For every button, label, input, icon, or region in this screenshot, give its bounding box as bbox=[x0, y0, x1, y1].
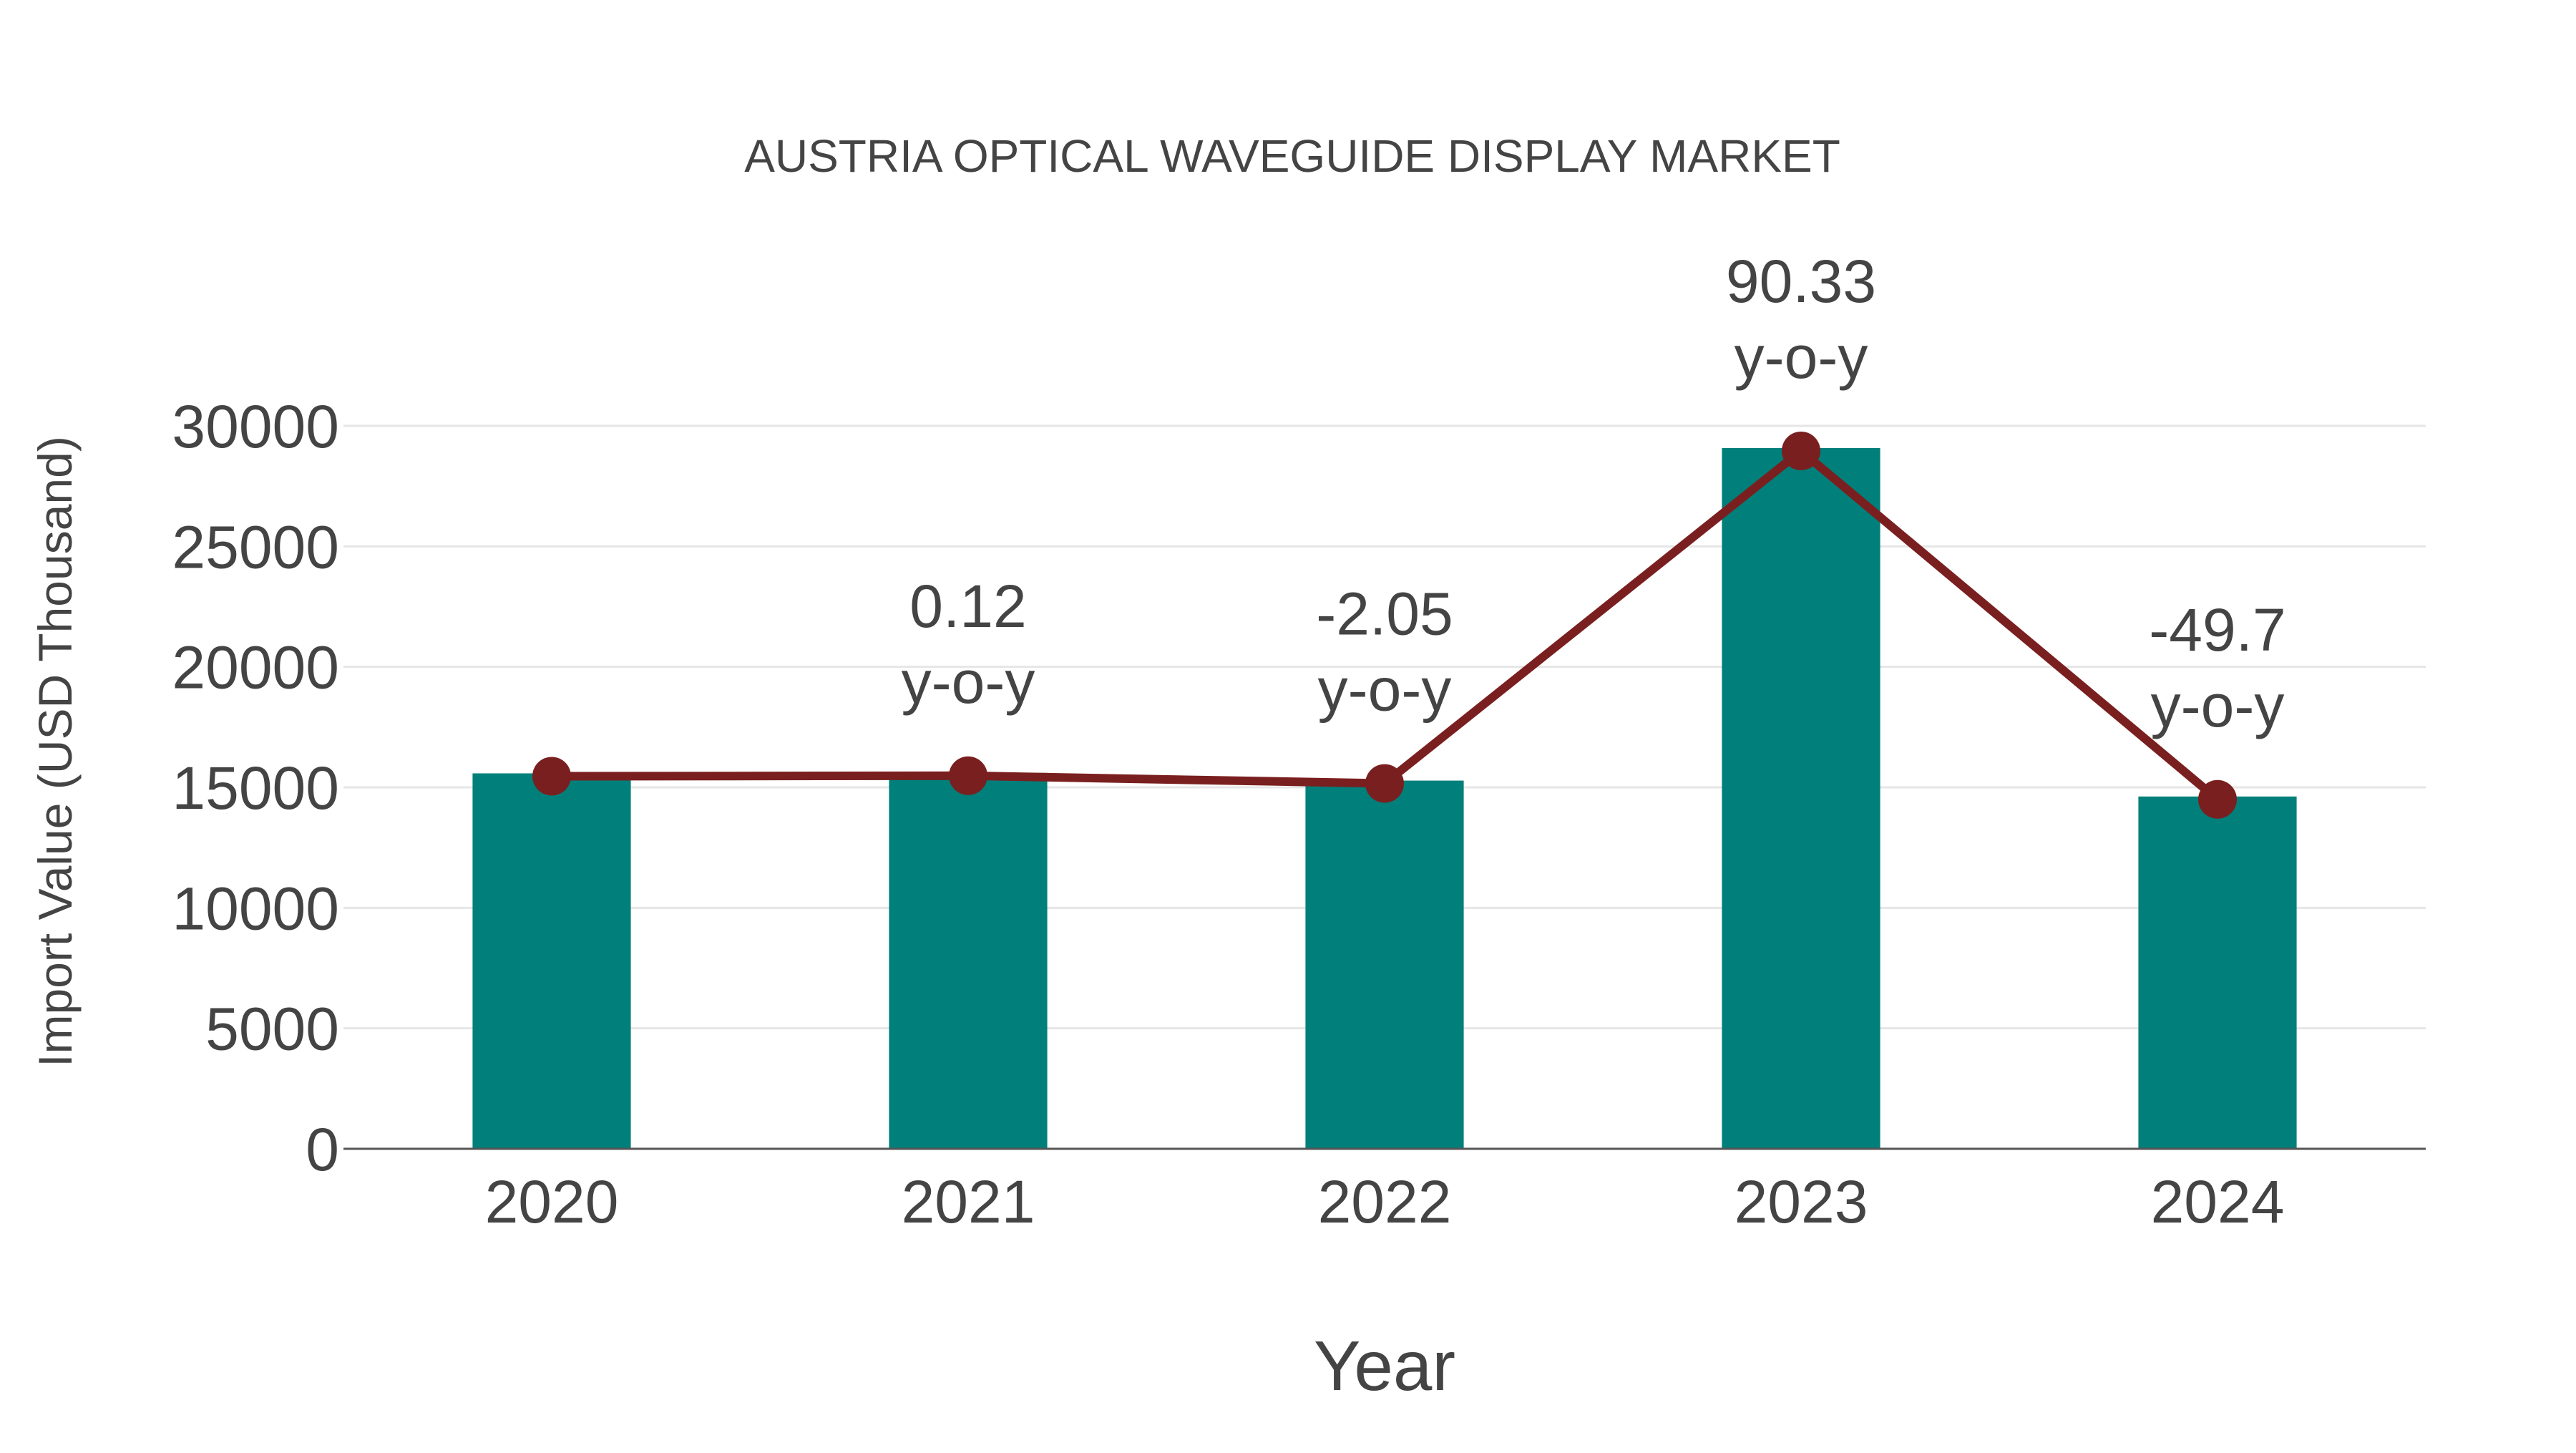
y-tick-label: 15000 bbox=[172, 754, 339, 822]
y-axis-ticks: 0 5000 10000 15000 20000 25000 30000 bbox=[172, 393, 339, 1183]
marker-2024 bbox=[2198, 779, 2237, 819]
yoy-annotation-2024: -49.7 y-o-y bbox=[2149, 596, 2285, 739]
x-tick-label: 2022 bbox=[1318, 1168, 1452, 1235]
yoy-annotations: 0.12 y-o-y -2.05 y-o-y 90.33 y-o-y -49.7 y-o-y bbox=[902, 248, 2286, 739]
y-tick-label: 25000 bbox=[172, 513, 339, 580]
yoy-annotation-2022: -2.05 y-o-y bbox=[1316, 580, 1453, 724]
x-tick-label: 2024 bbox=[2151, 1168, 2285, 1235]
chart-title: AUSTRIA OPTICAL WAVEGUIDE DISPLAY MARKET bbox=[744, 130, 1840, 182]
bar-2022 bbox=[1305, 780, 1464, 1149]
bar-2020 bbox=[472, 773, 631, 1149]
yoy-value: -2.05 bbox=[1316, 580, 1453, 648]
yoy-suffix: y-o-y bbox=[902, 648, 1035, 716]
x-tick-label: 2020 bbox=[485, 1168, 619, 1235]
bars bbox=[472, 447, 2297, 1149]
y-tick-label: 20000 bbox=[172, 634, 339, 701]
marker-2022 bbox=[1365, 764, 1404, 803]
yoy-annotation-2023: 90.33 y-o-y bbox=[1726, 248, 1876, 391]
y-axis-title: Import Value (USD Thousand) bbox=[29, 436, 82, 1067]
yoy-suffix: y-o-y bbox=[1318, 656, 1452, 724]
x-axis-ticks: 2020 2021 2022 2023 2024 bbox=[485, 1168, 2285, 1235]
yoy-suffix: y-o-y bbox=[2151, 672, 2285, 739]
marker-2020 bbox=[532, 757, 571, 796]
yoy-value: 90.33 bbox=[1726, 248, 1876, 315]
y-tick-label: 0 bbox=[306, 1116, 339, 1183]
x-tick-label: 2021 bbox=[902, 1168, 1035, 1235]
y-tick-label: 30000 bbox=[172, 393, 339, 460]
marker-2021 bbox=[949, 756, 987, 795]
yoy-suffix: y-o-y bbox=[1735, 324, 1868, 391]
marker-2023 bbox=[1782, 431, 1820, 470]
trend-markers bbox=[532, 431, 2237, 819]
y-tick-label: 10000 bbox=[172, 875, 339, 942]
bar-2021 bbox=[889, 772, 1048, 1149]
yoy-value: -49.7 bbox=[2149, 596, 2285, 664]
bar-2024 bbox=[2138, 796, 2297, 1149]
bar-2023 bbox=[1722, 447, 1880, 1149]
yoy-value: 0.12 bbox=[909, 573, 1027, 640]
x-tick-label: 2023 bbox=[1735, 1168, 1868, 1235]
y-tick-label: 5000 bbox=[205, 996, 339, 1063]
yoy-annotation-2021: 0.12 y-o-y bbox=[902, 573, 1035, 716]
x-axis-title: Year bbox=[1314, 1326, 1455, 1405]
